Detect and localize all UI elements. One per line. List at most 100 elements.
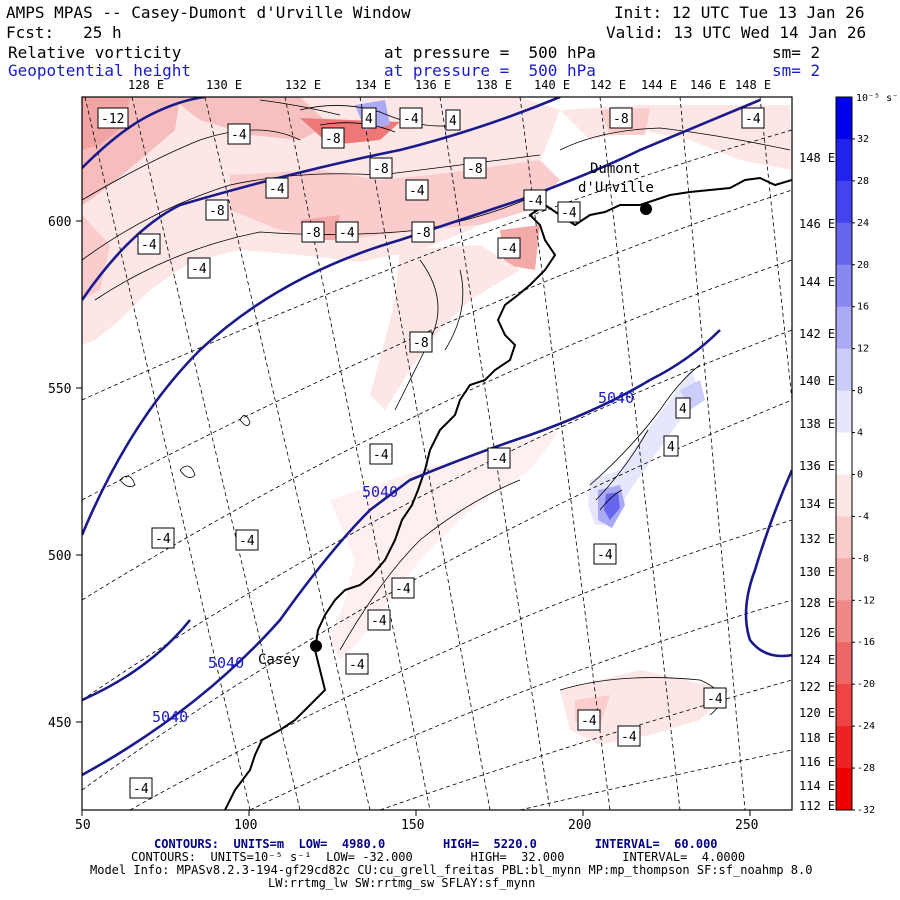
forecast-hour: Fcst: 25 h — [6, 23, 122, 42]
vorticity-label: -12 — [97, 107, 129, 129]
top-lon-label: 146 E — [690, 78, 726, 92]
svg-text:-4: -4 — [231, 128, 247, 143]
colorbar-unit: 10⁻⁵ s⁻¹ — [856, 93, 900, 104]
vorticity-label: -4 — [741, 107, 765, 129]
colorbar-label: -4 — [857, 511, 869, 522]
model-info: Model Info: MPASv8.2.3-194-gf29cd82c CU:… — [90, 863, 813, 877]
right-lon-label: 124 E — [799, 653, 835, 667]
svg-text:-8: -8 — [613, 112, 629, 127]
graticule — [82, 97, 792, 810]
vorticity-label: -8 — [463, 157, 487, 179]
vorticity-label: -8 — [205, 199, 229, 221]
colorbar-swatch — [836, 390, 852, 434]
svg-text:-4: -4 — [621, 730, 637, 745]
colorbar-swatch — [836, 516, 852, 559]
colorbar-label: 16 — [857, 302, 869, 313]
colorbar-swatch — [836, 306, 852, 350]
colorbar-label: 8 — [857, 386, 863, 397]
vorticity-label: 4 — [361, 107, 377, 129]
right-lon-label: 112 E — [799, 799, 835, 813]
right-longitude-labels: 148 E 146 E 144 E 142 E 140 E 138 E 136 E 134 E… — [799, 151, 835, 813]
svg-text:-4: -4 — [403, 112, 419, 127]
colorbar-label: -20 — [857, 679, 875, 690]
top-lon-label: 132 E — [285, 78, 321, 92]
colorbar-label: -28 — [857, 763, 875, 774]
svg-text:-4: -4 — [597, 548, 613, 563]
vorticity-label: 4 — [663, 435, 679, 457]
svg-text:-4: -4 — [133, 782, 149, 797]
svg-text:4: 4 — [365, 112, 373, 127]
vorticity-label: -8 — [369, 157, 393, 179]
top-lon-label: 142 E — [590, 78, 626, 92]
colorbar-swatch — [836, 642, 852, 685]
field2-name: Geopotential height — [8, 61, 192, 80]
vorticity-label: -4 — [151, 527, 175, 549]
svg-text:-4: -4 — [527, 194, 543, 209]
colorbar-label: -12 — [857, 595, 875, 606]
colorbar-swatch — [836, 264, 852, 308]
vorticity-label: -4 — [235, 529, 259, 551]
svg-text:-8: -8 — [413, 336, 429, 351]
station-dumont: Dumont d'Urville — [578, 161, 654, 215]
right-lon-label: 138 E — [799, 417, 835, 431]
colorbar-frame — [835, 96, 853, 811]
svg-text:-4: -4 — [373, 448, 389, 463]
svg-text:-8: -8 — [305, 226, 321, 241]
vorticity-label: -4 — [367, 609, 391, 631]
vorticity-label: -4 — [265, 177, 289, 199]
colorbar-label: 28 — [857, 176, 869, 187]
x-tick-label: 250 — [735, 818, 758, 833]
colorbar-label: 32 — [857, 134, 869, 145]
colorbar-swatch — [836, 348, 852, 392]
vorticity-label: -4 — [335, 221, 359, 243]
colorbar-swatch — [836, 432, 852, 475]
height-label: 5040 — [152, 708, 188, 726]
right-lon-label: 130 E — [799, 565, 835, 579]
top-lon-label: 128 E — [128, 78, 164, 92]
right-lon-label: 116 E — [799, 755, 835, 769]
svg-text:-4: -4 — [155, 532, 171, 547]
right-lon-label: 144 E — [799, 275, 835, 289]
svg-text:-8: -8 — [325, 132, 341, 147]
height-label: 5040 — [598, 389, 634, 407]
colorbar-label: 20 — [857, 260, 869, 271]
vorticity-label: -4 — [405, 179, 429, 201]
colorbar: 10⁻⁵ s⁻¹ 32 28 24 20 16 12 8 4 0 -4 -8 -12 -16 -20 -24… — [835, 93, 900, 816]
station-casey: Casey — [258, 640, 322, 668]
y-tick-label: 450 — [48, 716, 71, 731]
svg-text:-4: -4 — [239, 534, 255, 549]
vorticity-label: -8 — [301, 221, 325, 243]
svg-text:4: 4 — [449, 114, 457, 129]
right-lon-label: 146 E — [799, 217, 835, 231]
valid-time: Valid: 13 UTC Wed 14 Jan 26 — [606, 23, 867, 42]
svg-text:-4: -4 — [409, 184, 425, 199]
svg-text:-4: -4 — [395, 582, 411, 597]
vorticity-label: 4 — [675, 397, 691, 419]
vorticity-label: -8 — [409, 331, 433, 353]
y-axis: 450 500 550 600 — [48, 215, 82, 731]
vorticity-label: -4 — [593, 543, 617, 565]
field2-level: at pressure = 500 hPa — [384, 61, 596, 80]
colorbar-swatch — [836, 97, 852, 140]
height-labels: 5040 5040 5040 5040 — [152, 389, 634, 726]
vorticity-label: -8 — [609, 107, 633, 129]
field1-name: Relative vorticity — [8, 43, 182, 62]
height-label: 5040 — [208, 654, 244, 672]
vorticity-contour-info: CONTOURS: UNITS=10⁻⁵ s⁻¹ LOW= -32.000 HI… — [131, 850, 746, 864]
svg-text:-4: -4 — [561, 206, 577, 221]
top-lon-label: 144 E — [641, 78, 677, 92]
svg-text:-4: -4 — [745, 112, 761, 127]
colorbar-label: -24 — [857, 721, 875, 732]
colorbar-swatch — [836, 474, 852, 517]
right-lon-label: 122 E — [799, 680, 835, 694]
coastline — [224, 176, 792, 810]
svg-text:-4: -4 — [339, 226, 355, 241]
init-time: Init: 12 UTC Tue 13 Jan 26 — [614, 3, 865, 22]
colorbar-swatch — [836, 138, 852, 182]
station-label: Dumont — [590, 161, 641, 177]
vorticity-label: -4 — [369, 443, 393, 465]
station-label: d'Urville — [578, 180, 654, 196]
colorbar-swatch — [836, 558, 852, 601]
height-contour-info: CONTOURS: UNITS=m LOW= 4980.0 HIGH= 5220… — [154, 837, 718, 851]
x-axis: 50 100 150 200 250 — [75, 810, 758, 833]
